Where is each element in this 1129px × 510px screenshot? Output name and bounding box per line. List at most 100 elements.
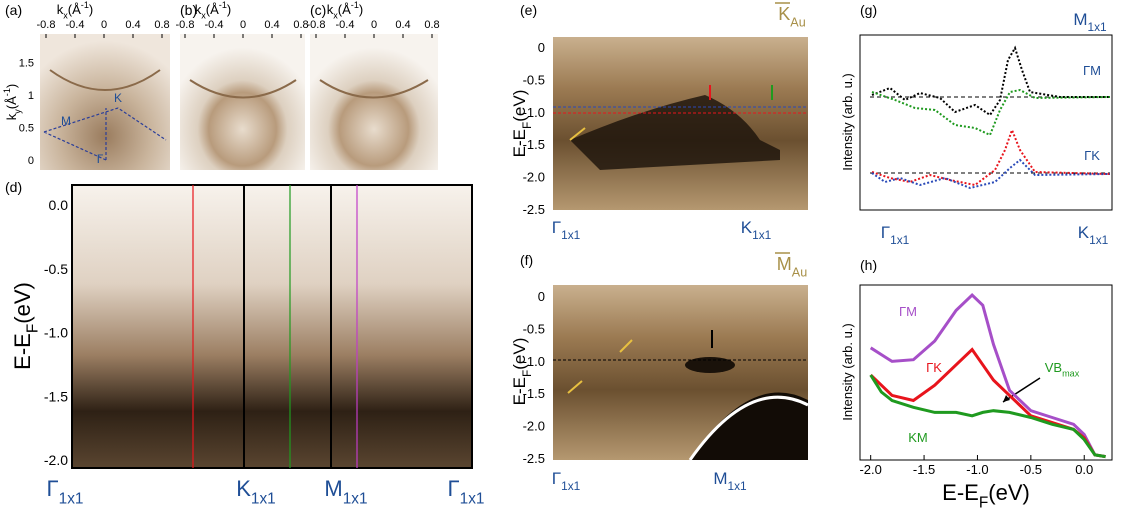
point-label: K1x1	[236, 476, 276, 508]
tick-label: -1.5	[523, 137, 545, 152]
label-part: 1x1	[728, 479, 748, 493]
tick-label: -0.8	[37, 19, 56, 31]
label-part: 1x1	[343, 491, 368, 508]
point-label: Γ1x1	[47, 476, 84, 508]
label-part: F	[979, 495, 988, 510]
tick-label: -2.0	[523, 419, 545, 434]
tick-label: 1.5	[19, 58, 34, 70]
tick-label: 0.5	[19, 123, 34, 135]
tick-label: 0.0	[1075, 462, 1093, 477]
point-label: Γ	[97, 152, 104, 166]
label-part: max	[1062, 369, 1080, 379]
arpes-image	[310, 34, 438, 170]
label-part: M	[1073, 10, 1087, 29]
label-part: 1x1	[1089, 233, 1109, 247]
tick-label: 0.0	[49, 197, 69, 213]
tick-label: -1.0	[523, 354, 545, 369]
point-label: Γ1x1	[552, 469, 581, 493]
tick-label: 0	[371, 19, 377, 31]
arpes-image	[180, 34, 305, 170]
tick-label: 0	[538, 40, 545, 55]
label-part: -1	[2, 88, 12, 96]
tick-label: -0.8	[176, 19, 195, 31]
tick-label: 0	[28, 155, 34, 167]
tick-label: -2.0	[859, 462, 881, 477]
axis-title: ky(Å-1)	[2, 84, 22, 120]
label-part: 1x1	[460, 491, 485, 508]
label-part: K	[236, 476, 251, 501]
tick-label: -1.5	[913, 462, 935, 477]
arpes-image	[40, 34, 170, 170]
legend-label: ΓK	[926, 360, 942, 375]
label-part: (Å	[338, 2, 351, 17]
label-part: (eV)	[10, 282, 35, 324]
label-part: (Å	[68, 2, 81, 17]
label-part: F	[25, 324, 42, 333]
tick-label: -2.0	[44, 452, 68, 468]
tick-label: -0.4	[66, 19, 85, 31]
label-part: M	[713, 469, 727, 488]
label-part: Γ	[881, 223, 890, 242]
panel-label: (g)	[860, 2, 877, 18]
point-label: MAu	[777, 254, 807, 279]
tick-label: -1.0	[966, 462, 988, 477]
band	[685, 357, 735, 373]
point-label: Γ1x1	[552, 218, 581, 242]
label-part: M	[324, 476, 342, 501]
label-part: )	[359, 2, 363, 17]
panel-label: (d)	[5, 179, 22, 195]
tick-label: 1	[28, 90, 34, 102]
panel-label: (c)	[310, 2, 326, 18]
label-part: F	[520, 122, 534, 129]
tick-label: -0.8	[307, 19, 326, 31]
point-label: K	[114, 91, 122, 105]
label-part: K	[1078, 223, 1090, 242]
axis-title: kx(Å-1)	[57, 0, 93, 20]
label-part: Au	[790, 15, 805, 29]
tick-label: 0	[240, 19, 246, 31]
tick-label: -1.5	[44, 388, 68, 404]
legend-label: ΓM	[899, 304, 917, 319]
panel-label: (h)	[860, 257, 877, 273]
tick-label: -1.5	[523, 386, 545, 401]
label-part: M	[777, 254, 792, 274]
tick-label: -2.5	[523, 451, 545, 466]
point-label: M	[61, 114, 71, 128]
tick-label: 0.4	[125, 19, 140, 31]
point-label: K1x1	[741, 218, 772, 242]
tick-label: 0.8	[424, 19, 439, 31]
point-label: K1x1	[1078, 223, 1109, 247]
legend-label: KM	[908, 430, 928, 445]
tick-label: 0.8	[154, 19, 169, 31]
axis-title: Intensity (arb. u.)	[840, 73, 855, 171]
tick-label: 0.4	[395, 19, 410, 31]
label-part: (Å	[4, 96, 19, 109]
label-part: )	[89, 2, 93, 17]
series-line	[871, 375, 1106, 457]
label-part: F	[520, 370, 534, 377]
tick-label: -0.4	[205, 19, 224, 31]
curve-label: ΓM	[1083, 63, 1101, 78]
annotation: VBmax	[1045, 360, 1080, 379]
label-part: K	[778, 4, 790, 24]
panel-label: (f)	[520, 252, 533, 268]
label-part: -1	[81, 0, 89, 10]
label-part: -1	[219, 0, 227, 10]
label-part: Γ	[552, 469, 561, 488]
curve-label: ΓK	[1084, 148, 1100, 163]
label-part: 1x1	[752, 228, 772, 242]
point-label: M1x1	[324, 476, 367, 508]
label-part: (Å	[206, 2, 219, 17]
point-label: M1x1	[1073, 10, 1107, 34]
label-part: 1x1	[251, 491, 276, 508]
label-part: )	[4, 84, 19, 88]
label-part: Au	[792, 265, 807, 279]
label-part: Γ	[552, 218, 561, 237]
label-part: Γ	[47, 476, 59, 501]
label-part: Γ	[448, 476, 460, 501]
label-part: VB	[1045, 360, 1062, 375]
curve	[872, 160, 1110, 188]
curve	[872, 130, 1110, 185]
point-label: Γ1x1	[448, 476, 485, 508]
axis-title: kx(Å-1)	[195, 0, 231, 20]
